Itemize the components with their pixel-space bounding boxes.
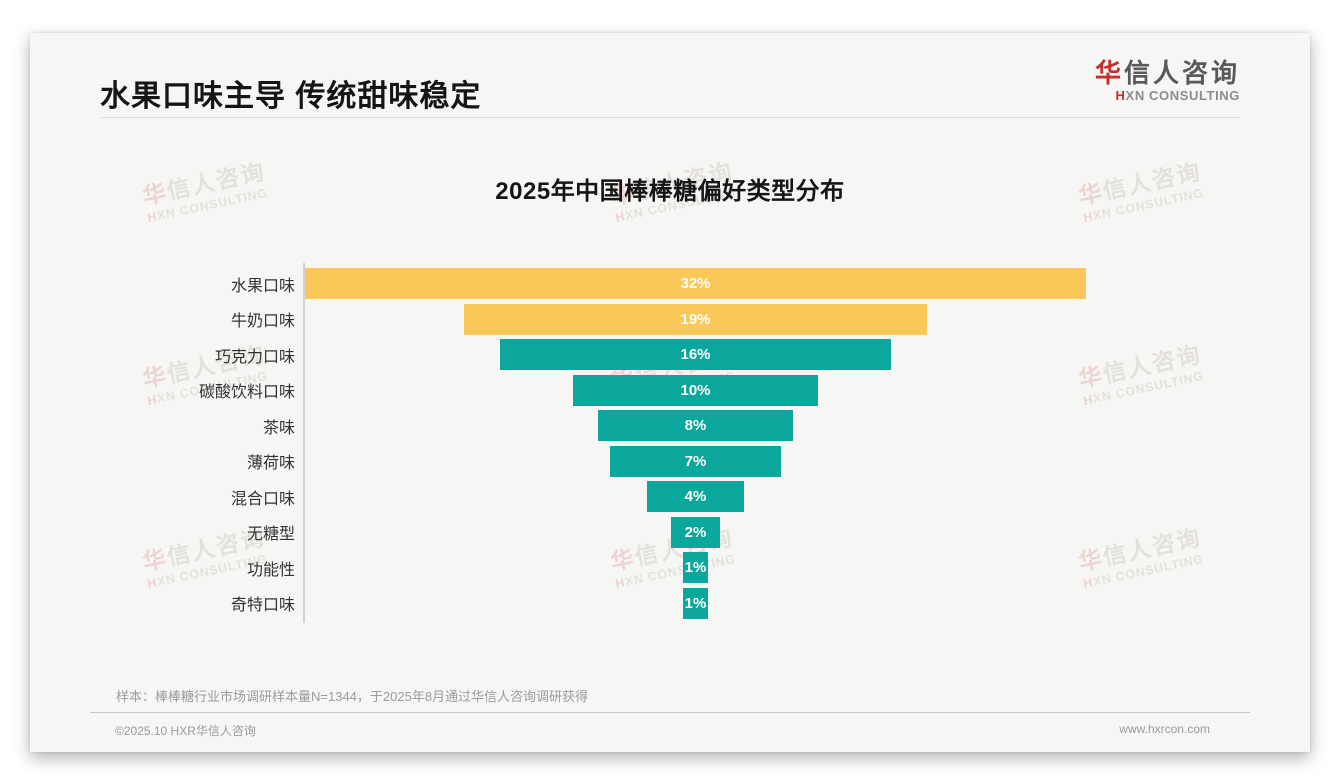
funnel-track: 4%	[305, 481, 1086, 512]
bar-value-label: 32%	[680, 275, 711, 292]
bar-value-label: 2%	[684, 523, 707, 541]
chart-title: 2025年中国棒棒糖偏好类型分布	[495, 178, 845, 205]
bar-value-label: 10%	[680, 381, 711, 399]
header-divider	[100, 117, 1240, 118]
footer-copyright: ©2025.10 HXR华信人咨询	[115, 724, 256, 738]
funnel-chart: 水果口味 32% 牛奶口味 19% 巧克力口味 16% 碳酸饮料口味 10% 茶味 8% 薄荷味 7%…	[100, 268, 1086, 623]
funnel-track: 1%	[305, 552, 1086, 583]
chart-row: 碳酸饮料口味 10%	[100, 374, 1086, 406]
chart-y-axis-line	[303, 263, 305, 623]
funnel-track: 32%	[305, 268, 1086, 299]
page-title: 水果口味主导 传统甜味稳定	[100, 80, 482, 113]
chart-row: 水果口味 32%	[100, 268, 1086, 299]
category-label: 功能性	[246, 561, 295, 579]
funnel-track: 1%	[305, 587, 1086, 619]
funnel-bar: 7%	[610, 445, 781, 477]
category-label: 薄荷味	[246, 455, 295, 472]
category-label: 奇特口味	[230, 597, 295, 614]
logo-english-rest: XN CONSULTING	[1125, 87, 1240, 103]
category-label: 无糖型	[246, 526, 295, 543]
chart-row: 功能性 1%	[100, 552, 1086, 583]
chart-row: 牛奶口味 19%	[100, 303, 1086, 335]
funnel-bar: 8%	[597, 410, 794, 441]
bar-value-label: 4%	[684, 488, 707, 505]
funnel-bar: 19%	[463, 303, 928, 335]
company-logo: 华信人咨询 HXN CONSULTING	[1094, 58, 1240, 104]
funnel-track: 7%	[305, 445, 1086, 477]
category-label: 碳酸饮料口味	[198, 384, 295, 401]
watermark-chinese: 华信人咨询	[1076, 340, 1204, 393]
watermark-chinese: 华信人咨询	[1076, 523, 1204, 576]
bar-value-label: 8%	[684, 417, 707, 434]
funnel-bar: 2%	[671, 516, 720, 548]
category-label: 混合口味	[230, 490, 295, 508]
bar-value-label: 16%	[680, 346, 711, 363]
bar-value-label: 1%	[684, 559, 707, 576]
logo-english-name: HXN CONSULTING	[1095, 87, 1240, 104]
bar-value-label: 7%	[684, 452, 707, 470]
category-label: 水果口味	[230, 277, 295, 295]
chart-row: 混合口味 4%	[100, 481, 1086, 512]
chart-row: 无糖型 2%	[100, 516, 1086, 548]
chart-row: 奇特口味 1%	[100, 587, 1086, 619]
funnel-bar: 1%	[683, 552, 708, 583]
footer-divider	[90, 712, 1250, 713]
category-label: 茶味	[262, 419, 295, 437]
category-label: 牛奶口味	[230, 313, 295, 330]
report-slide-card: 华信人咨询 HXN CONSULTING 华信人咨询 HXN CONSULTING 华信…	[30, 33, 1310, 752]
funnel-bar: 1%	[683, 587, 708, 619]
logo-chinese-name: 华信人咨询	[1094, 58, 1240, 89]
funnel-bar: 32%	[305, 268, 1086, 299]
funnel-bar: 4%	[646, 481, 745, 512]
funnel-track: 2%	[305, 516, 1086, 548]
watermark-english: HXN CONSULTING	[1081, 551, 1205, 591]
logo-english-first-char: H	[1115, 87, 1126, 103]
bar-value-label: 19%	[680, 310, 711, 328]
funnel-track: 16%	[305, 339, 1086, 370]
logo-chinese-first-char: 华	[1094, 58, 1124, 88]
funnel-track: 8%	[305, 410, 1086, 441]
chart-row: 巧克力口味 16%	[100, 339, 1086, 370]
footer-website: www.hxrcon.com	[1119, 722, 1210, 736]
logo-chinese-rest: 信人咨询	[1123, 58, 1240, 88]
category-label: 巧克力口味	[214, 348, 295, 366]
chart-row: 薄荷味 7%	[100, 445, 1086, 477]
funnel-bar: 16%	[500, 339, 891, 370]
funnel-track: 19%	[305, 303, 1086, 335]
chart-row: 茶味 8%	[100, 410, 1086, 441]
bar-value-label: 1%	[684, 594, 707, 612]
footer: ©2025.10 HXR华信人咨询 www.hxrcon.com	[115, 722, 1210, 739]
sample-footnote: 样本：棒棒糖行业市场调研样本量N=1344，于2025年8月通过华信人咨询调研获…	[116, 689, 589, 704]
funnel-track: 10%	[305, 374, 1086, 406]
watermark-english: HXN CONSULTING	[1081, 368, 1205, 408]
funnel-bar: 10%	[573, 374, 818, 406]
